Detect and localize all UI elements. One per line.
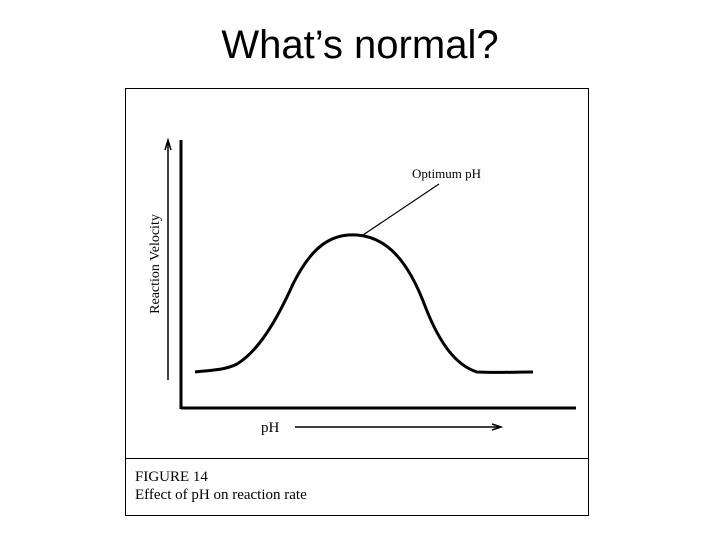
figure-caption-label: FIGURE 14 (135, 469, 208, 485)
figure-caption: FIGURE 14 Effect of pH on reaction rate (125, 458, 589, 516)
figure-frame (125, 88, 589, 516)
figure-caption-text: Effect of pH on reaction rate (135, 487, 307, 503)
y-arrow-head (164, 137, 172, 151)
optimum-ph-label: Optimum pH (412, 166, 481, 181)
optimum-pointer-line (362, 183, 440, 236)
ph-enzyme-diagram: Reaction Velocity Optimum pH pH (148, 137, 576, 436)
x-axis-label: pH (261, 420, 280, 436)
x-arrow-head (491, 423, 504, 431)
y-axis-label: Reaction Velocity (148, 214, 163, 314)
velocity-curve (194, 233, 534, 374)
slide-title: What’s normal? (221, 23, 499, 67)
